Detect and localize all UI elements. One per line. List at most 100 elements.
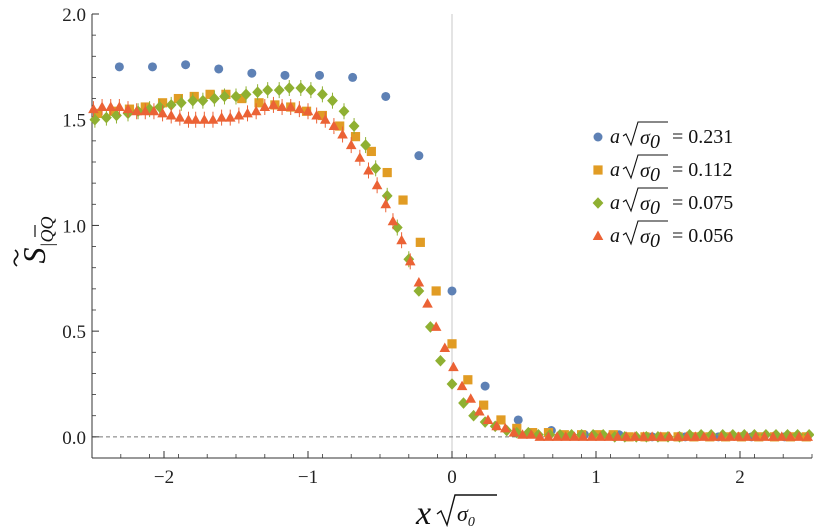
square-point bbox=[447, 339, 457, 349]
diamond-point bbox=[338, 105, 350, 118]
triangle-point bbox=[586, 431, 597, 441]
square-point bbox=[398, 195, 408, 205]
triangle-point bbox=[268, 99, 279, 109]
square-point bbox=[335, 121, 345, 131]
square-point bbox=[350, 132, 361, 142]
svg-text:S|QQ: S|QQ bbox=[16, 217, 57, 264]
triangle-point bbox=[664, 431, 675, 441]
triangle-point bbox=[439, 342, 451, 353]
legend-value: = 0.231 bbox=[672, 126, 733, 148]
square-point bbox=[173, 93, 183, 104]
triangle-point bbox=[724, 431, 736, 441]
triangle-point bbox=[681, 431, 693, 441]
triangle-point bbox=[629, 431, 641, 441]
triangle-point bbox=[759, 431, 770, 441]
triangle-point bbox=[646, 431, 658, 441]
triangle-point bbox=[499, 422, 511, 433]
triangle-point bbox=[474, 405, 485, 416]
triangle-point bbox=[294, 103, 305, 114]
triangle-point bbox=[122, 103, 134, 114]
square-point bbox=[157, 98, 168, 108]
square-point bbox=[93, 108, 103, 118]
triangle-point bbox=[603, 431, 615, 441]
diamond-point bbox=[230, 90, 242, 103]
triangle-point bbox=[776, 431, 788, 441]
triangle-point bbox=[733, 431, 744, 441]
y-tick-label: 1.0 bbox=[62, 216, 86, 237]
legend-label-prefix: a bbox=[610, 225, 620, 247]
diamond-point bbox=[458, 397, 469, 409]
triangle-point bbox=[199, 114, 210, 124]
triangle-point bbox=[302, 105, 314, 116]
legend-value: = 0.075 bbox=[672, 192, 733, 214]
legend-sigma-subscript: 0 bbox=[650, 230, 660, 252]
square-point bbox=[205, 89, 215, 99]
diamond-point bbox=[305, 84, 317, 96]
x-tick-label: −2 bbox=[154, 467, 174, 488]
triangle-point bbox=[131, 105, 142, 116]
legend-sigma-subscript: 0 bbox=[650, 131, 660, 153]
circle-point bbox=[114, 62, 124, 72]
legend-marker bbox=[592, 230, 604, 240]
diamond-point bbox=[154, 101, 166, 113]
triangle-point bbox=[259, 101, 271, 112]
y-tick-label: 2.0 bbox=[62, 5, 86, 26]
legend-entry: a σ 0 = 0.056 bbox=[592, 220, 733, 252]
triangle-point bbox=[363, 164, 374, 175]
square-point bbox=[415, 237, 425, 247]
x-axis-title: x σ0 bbox=[415, 494, 497, 532]
circle-point bbox=[181, 60, 191, 70]
triangle-point bbox=[491, 420, 502, 431]
legend-marker bbox=[593, 132, 603, 142]
circle-point bbox=[147, 62, 157, 72]
legend-entry: a σ 0 = 0.075 bbox=[592, 187, 733, 219]
triangle-point bbox=[190, 114, 201, 124]
triangle-point bbox=[105, 101, 117, 112]
diamond-point bbox=[283, 82, 295, 94]
data-series bbox=[88, 60, 814, 443]
triangle-point bbox=[183, 114, 194, 124]
square-point bbox=[479, 400, 489, 410]
legend-label-prefix: a bbox=[610, 192, 620, 214]
triangle-point bbox=[741, 431, 753, 441]
triangle-point bbox=[233, 109, 245, 120]
circle-point bbox=[348, 72, 358, 82]
diamond-point bbox=[435, 354, 446, 367]
legend-radical bbox=[622, 121, 668, 147]
diamond-point bbox=[252, 86, 263, 99]
triangle-point bbox=[802, 431, 813, 441]
y-axis-ticks: 0.0 0.5 1.0 1.5 2.0 bbox=[62, 5, 99, 449]
triangle-point bbox=[698, 431, 710, 441]
circle-point bbox=[315, 70, 325, 80]
diamond-point bbox=[370, 162, 382, 175]
square-point bbox=[254, 98, 264, 108]
square-point bbox=[366, 146, 376, 157]
triangle-point bbox=[430, 321, 442, 331]
triangle-point bbox=[543, 431, 554, 441]
diamond-point bbox=[262, 84, 274, 96]
triangle-point bbox=[690, 431, 701, 441]
legend-marker bbox=[593, 165, 603, 175]
square-point bbox=[496, 415, 506, 425]
triangle-point bbox=[612, 431, 623, 441]
triangle-point bbox=[285, 101, 297, 112]
triangle-point bbox=[114, 101, 125, 112]
triangle-point bbox=[560, 431, 572, 441]
triangle-point bbox=[345, 139, 357, 150]
triangle-point bbox=[148, 105, 160, 116]
legend-radical bbox=[622, 220, 668, 246]
circle-point bbox=[480, 381, 490, 391]
triangle-point bbox=[165, 109, 177, 120]
triangle-point bbox=[638, 431, 649, 441]
triangle-point bbox=[534, 431, 546, 441]
circle-point bbox=[414, 151, 424, 161]
y-tick-label: 0.0 bbox=[62, 428, 86, 449]
y-tick-label: 1.5 bbox=[62, 111, 86, 132]
y-title-tilde bbox=[13, 249, 19, 267]
triangle-point bbox=[456, 380, 468, 391]
square-point bbox=[237, 93, 247, 104]
x-tick-label: 2 bbox=[735, 467, 745, 488]
diamond-point bbox=[295, 82, 307, 94]
legend-sigma-subscript: 0 bbox=[650, 197, 660, 219]
x-axis-ticks: −2 −1 0 1 2 bbox=[91, 451, 813, 488]
